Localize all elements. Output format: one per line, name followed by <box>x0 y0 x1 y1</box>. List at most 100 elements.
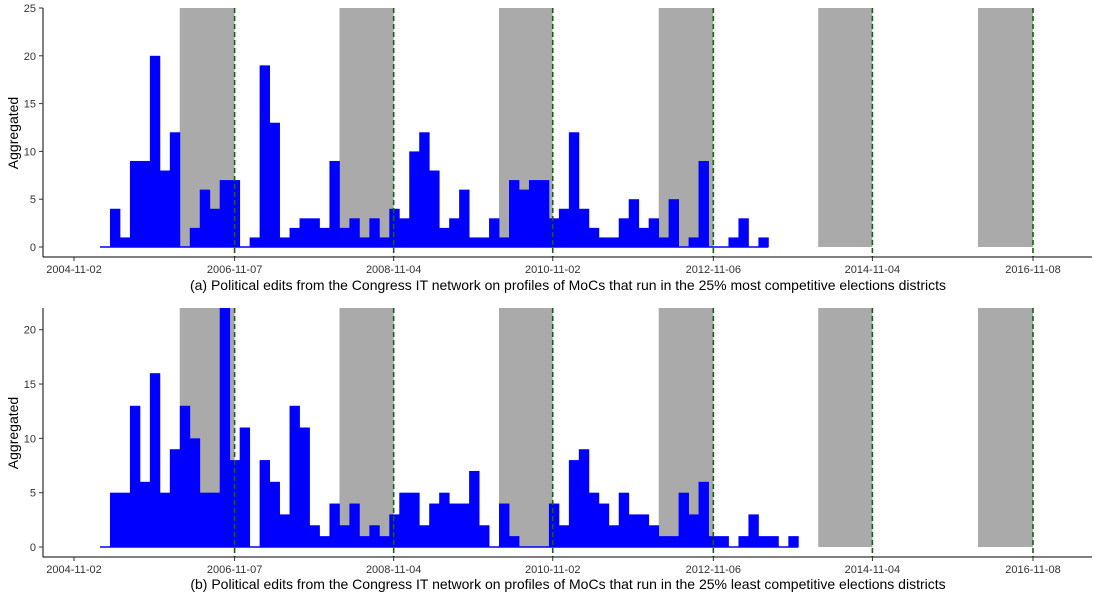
bar <box>499 237 510 247</box>
bar <box>279 514 290 547</box>
bar <box>139 160 151 247</box>
bar <box>618 218 630 247</box>
bar <box>309 525 320 547</box>
election-lines <box>233 308 1034 557</box>
bar <box>608 237 620 247</box>
bar <box>159 170 171 247</box>
bar <box>239 427 251 547</box>
bar <box>558 525 570 547</box>
bar <box>209 208 221 247</box>
y-tick-label: 0 <box>30 542 36 554</box>
bar <box>299 218 310 247</box>
bar <box>638 514 650 547</box>
bar <box>688 237 699 247</box>
y-axis-title: Aggregated <box>5 397 21 469</box>
bar <box>469 237 480 247</box>
y-tick-label: 10 <box>24 146 36 158</box>
bar <box>149 373 161 547</box>
bar <box>459 189 470 247</box>
bar <box>219 180 231 247</box>
bar <box>439 492 450 547</box>
bar <box>419 132 430 247</box>
x-tick-label: 2012-11-06 <box>686 264 741 276</box>
bar <box>119 237 131 247</box>
bar <box>499 503 510 547</box>
bar <box>618 492 630 547</box>
bar <box>389 514 400 547</box>
x-tick-label: 2016-11-08 <box>1005 264 1060 276</box>
campaign-period-shade <box>339 8 394 247</box>
bar <box>179 405 191 547</box>
bar <box>588 492 600 547</box>
bars <box>100 55 769 248</box>
bar <box>279 237 290 247</box>
bar <box>169 132 181 247</box>
bar <box>449 503 460 547</box>
bar <box>189 227 201 247</box>
bar <box>698 160 709 247</box>
y-tick-label: 20 <box>24 51 36 63</box>
bar <box>598 503 610 547</box>
bar <box>399 218 410 247</box>
campaign-period-shade <box>818 8 873 247</box>
bar <box>678 492 689 547</box>
x-tick-label: 2004-11-02 <box>46 264 101 276</box>
bar <box>658 536 670 547</box>
y-tick-label: 0 <box>30 242 36 254</box>
bar <box>548 503 560 547</box>
bar <box>479 525 490 547</box>
x-axis-title: (b) Political edits from the Congress IT… <box>190 576 945 592</box>
bar <box>668 536 680 547</box>
y-ticks: 0 5 10 15 20 25 <box>24 3 43 254</box>
bar <box>369 525 380 547</box>
bar <box>219 308 231 547</box>
bar <box>598 237 610 247</box>
campaign-period-shade <box>339 308 394 547</box>
x-axis-title: (a) Political edits from the Congress IT… <box>190 277 946 293</box>
bar <box>129 405 141 547</box>
bar <box>109 492 121 547</box>
bar <box>608 525 620 547</box>
bar <box>738 218 749 247</box>
bar <box>648 218 660 247</box>
bar <box>109 208 121 247</box>
bar <box>319 227 330 247</box>
bar <box>379 536 390 547</box>
bar <box>359 536 370 547</box>
campaign-period-shade <box>977 8 1033 247</box>
x-tick-label: 2008-11-04 <box>366 564 421 576</box>
x-tick-label: 2010-11-02 <box>525 564 580 576</box>
bar <box>698 481 709 547</box>
bar <box>329 503 340 547</box>
bar <box>648 525 660 547</box>
bar <box>269 481 280 547</box>
bar <box>489 218 500 247</box>
bar <box>359 237 370 247</box>
bar <box>249 237 261 247</box>
bar <box>169 449 181 547</box>
bar <box>349 218 360 247</box>
bar <box>528 180 540 247</box>
bar <box>628 514 640 547</box>
campaign-period-shade <box>977 308 1033 547</box>
panel-a: Aggregated (a) Political edits from the … <box>5 3 1092 293</box>
y-tick-label: 20 <box>24 325 36 337</box>
bar <box>758 237 769 247</box>
bar <box>199 492 211 547</box>
x-tick-label: 2006-11-07 <box>207 564 262 576</box>
bar <box>129 160 141 247</box>
bar <box>259 65 270 247</box>
bar <box>379 237 390 247</box>
y-tick-label: 5 <box>30 194 36 206</box>
y-tick-label: 15 <box>24 99 36 111</box>
bar <box>349 503 360 547</box>
bar <box>558 208 570 247</box>
campaign-period-shade <box>818 308 873 547</box>
y-tick-label: 15 <box>24 379 36 391</box>
y-tick-label: 5 <box>30 488 36 500</box>
x-tick-label: 2010-11-02 <box>525 264 580 276</box>
bar <box>718 536 729 547</box>
bar <box>578 449 590 547</box>
bar <box>509 180 520 247</box>
